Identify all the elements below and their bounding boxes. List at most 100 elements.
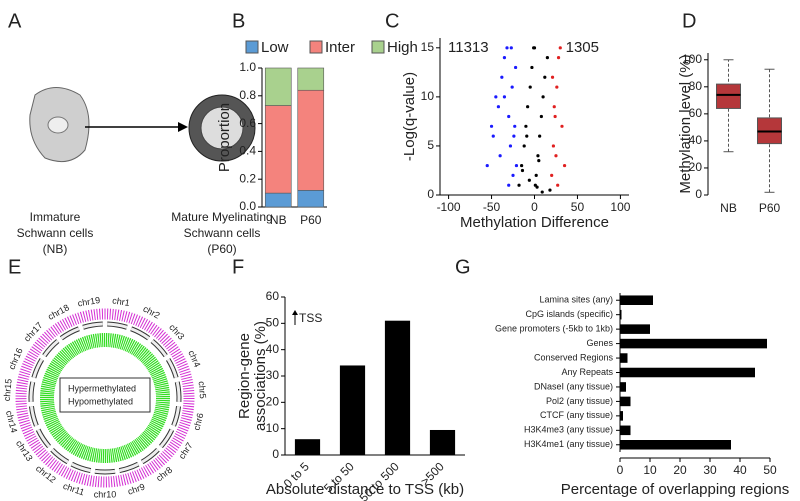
x-axis-title: Percentage of overlapping regions <box>561 481 790 498</box>
point <box>556 56 561 60</box>
bar-segment <box>264 192 292 208</box>
y-tick-label: Pol2 (any tissue) <box>546 396 613 406</box>
point <box>548 188 552 192</box>
cell-label: Schwann cells <box>184 226 261 240</box>
annotation: 11313 <box>448 39 489 56</box>
x-tick-label: 0 <box>531 200 538 214</box>
point <box>550 75 555 79</box>
y-tick-label: Any Repeats <box>561 367 613 377</box>
chromosome-label: chr10 <box>94 489 117 499</box>
y-tick-label: H3K4me3 (any tissue) <box>524 425 613 435</box>
y-tick-label: 0 <box>427 187 434 201</box>
y-tick-label: Lamina sites (any) <box>539 295 613 305</box>
y-tick-label: 40 <box>266 342 280 356</box>
x-tick-label: NB <box>720 201 737 215</box>
point <box>554 154 558 158</box>
chromosome-band-inner <box>166 358 178 379</box>
y-tick-label: CTCF (any tissue) <box>540 410 613 420</box>
legend-swatch <box>245 40 259 54</box>
legend-label: Low <box>261 39 289 56</box>
chromosome-band-inner <box>36 429 51 448</box>
x-tick-label: NB <box>270 213 287 227</box>
point <box>507 114 511 119</box>
point <box>509 46 513 50</box>
point <box>552 105 556 109</box>
point <box>510 85 514 89</box>
cell-label: Schwann cells <box>17 226 94 240</box>
bar <box>429 429 456 455</box>
chromosome-label: chr14 <box>4 410 19 434</box>
bar <box>620 309 622 320</box>
box <box>716 83 741 109</box>
legend-label: Inter <box>325 39 355 56</box>
chromosome-band-inner <box>119 462 139 473</box>
point <box>533 183 537 187</box>
bar <box>294 439 321 455</box>
x-axis-title: Methylation Difference <box>460 214 609 231</box>
cell-label: (P60) <box>207 242 236 256</box>
y-tick-label: Genes <box>586 338 613 348</box>
point <box>485 163 489 168</box>
point <box>526 105 530 109</box>
bar <box>620 382 626 392</box>
bar <box>620 367 755 378</box>
point <box>545 56 549 60</box>
chromosome-band-inner <box>29 406 38 427</box>
y-tick-label: 0.4 <box>239 144 256 158</box>
point <box>520 168 525 173</box>
y-tick-label: 0.2 <box>239 171 256 185</box>
chromosome-band-inner <box>107 322 128 329</box>
chromosome-band-inner <box>175 381 181 402</box>
bar-segment <box>264 67 292 106</box>
x-tick-label: 0 <box>617 463 624 477</box>
chromosome-band-inner <box>51 448 69 464</box>
y-tick-label: 20 <box>266 395 280 409</box>
bar-segment <box>264 105 292 194</box>
x-tick-label: 50 <box>763 463 777 477</box>
point <box>505 46 509 50</box>
bar <box>620 353 628 363</box>
point <box>560 124 564 128</box>
y-tick-label: 0.6 <box>239 116 256 130</box>
y-tick-label: 15 <box>421 40 435 54</box>
y-tick-label: DNaseI (any tissue) <box>534 381 613 391</box>
y-tick-label: Conserved Regions <box>534 352 614 362</box>
legend-label: Hypomethylated <box>68 396 133 406</box>
y-axis-title: Proportion <box>216 103 233 172</box>
point <box>494 95 498 99</box>
x-tick-label: 30 <box>703 463 717 477</box>
point <box>553 114 557 119</box>
annotation: TSS <box>299 311 322 325</box>
panel-label: E <box>8 256 21 278</box>
bar <box>620 295 653 305</box>
x-tick-label: P60 <box>300 213 322 227</box>
y-tick-label: 50 <box>266 316 280 330</box>
legend-swatch <box>309 40 323 54</box>
panel-label: G <box>455 256 471 278</box>
point <box>520 163 524 168</box>
chromosome-label: chr8 <box>154 465 174 484</box>
chromosome-band-inner <box>151 339 167 357</box>
chromosome-band-inner <box>60 327 80 340</box>
panel-label: C <box>385 10 399 32</box>
bar <box>620 396 631 407</box>
y-tick-label: 40 <box>689 133 703 147</box>
point <box>551 144 556 148</box>
point <box>539 114 543 119</box>
chromosome-band-inner <box>32 358 44 379</box>
y-tick-label: 5 <box>427 138 434 152</box>
bar-segment <box>297 89 325 191</box>
x-tick-label: 50 <box>571 200 585 214</box>
point <box>562 163 567 168</box>
y-axis-title: -Log(q-value) <box>401 72 418 161</box>
point <box>532 46 536 50</box>
point <box>517 183 521 187</box>
point <box>540 190 544 194</box>
y-tick-label: 60 <box>266 289 280 303</box>
chromosome-label: chr15 <box>2 378 14 401</box>
arrow-head <box>178 122 188 132</box>
hyper-ring <box>15 308 195 488</box>
point <box>524 124 528 128</box>
point <box>514 65 518 70</box>
y-axis-title: associations (%) <box>252 321 269 431</box>
